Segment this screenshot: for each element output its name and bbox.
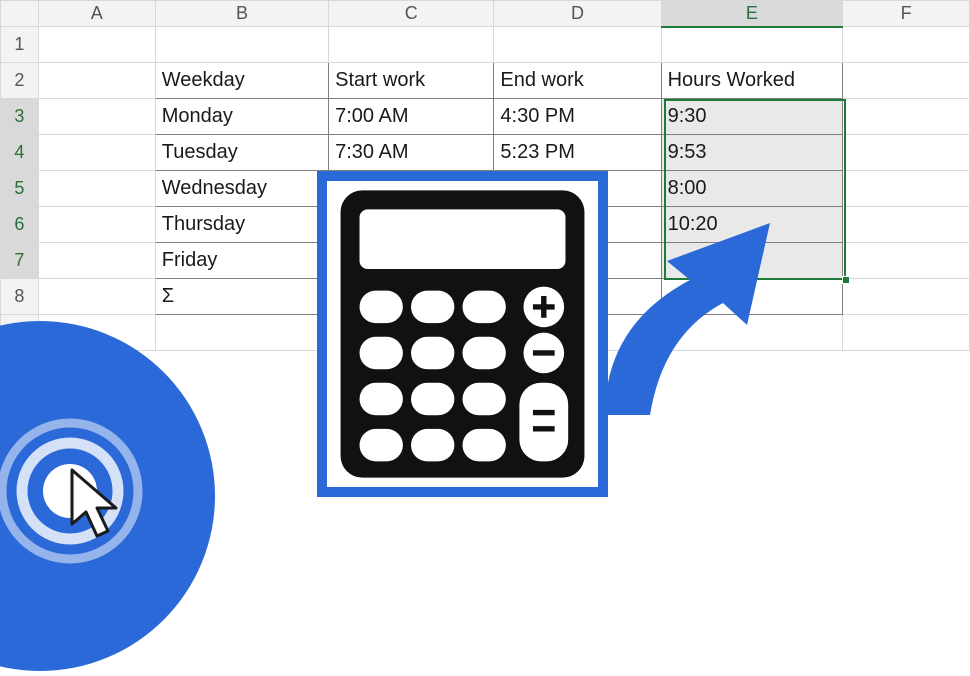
cell-b7[interactable]: Friday [155,243,328,279]
row-header-5[interactable]: 5 [1,171,39,207]
cell-e5[interactable]: 8:00 [661,171,843,207]
col-header-a[interactable]: A [38,1,155,27]
cell-b9[interactable] [155,315,328,351]
row-header-7[interactable]: 7 [1,243,39,279]
cell-f3[interactable] [843,99,970,135]
cell-e3[interactable]: 9:30 [661,99,843,135]
cell-e4[interactable]: 9:53 [661,135,843,171]
cell-b4[interactable]: Tuesday [155,135,328,171]
row-header-3[interactable]: 3 [1,99,39,135]
cell-b1[interactable] [155,27,328,63]
logo-circle [0,316,220,676]
col-header-e[interactable]: E [661,1,843,27]
row-header-8[interactable]: 8 [1,279,39,315]
cell-a6[interactable] [38,207,155,243]
cell-a8[interactable] [38,279,155,315]
cell-b5[interactable]: Wednesday [155,171,328,207]
row-header-9[interactable]: 9 [1,315,39,351]
cell-f9[interactable] [843,315,970,351]
cell-d1[interactable] [494,27,661,63]
cell-e8[interactable] [661,279,843,315]
col-header-d[interactable]: D [494,1,661,27]
cell-f5[interactable] [843,171,970,207]
cell-b8[interactable]: Σ [155,279,328,315]
cell-f4[interactable] [843,135,970,171]
cell-c4[interactable]: 7:30 AM [329,135,494,171]
select-all-corner[interactable] [1,1,39,27]
cell-a4[interactable] [38,135,155,171]
calculator-icon [317,171,608,497]
cell-b6[interactable]: Thursday [155,207,328,243]
col-header-c[interactable]: C [329,1,494,27]
selection-handle[interactable] [842,276,850,284]
cell-c3[interactable]: 7:00 AM [329,99,494,135]
row-header-6[interactable]: 6 [1,207,39,243]
cell-f2[interactable] [843,63,970,99]
cell-e6[interactable]: 10:20 [661,207,843,243]
cell-a1[interactable] [38,27,155,63]
cell-d4[interactable]: 5:23 PM [494,135,661,171]
cell-a5[interactable] [38,171,155,207]
col-header-b[interactable]: B [155,1,328,27]
cell-e1[interactable] [661,27,843,63]
cell-c1[interactable] [329,27,494,63]
cell-d2[interactable]: End work [494,63,661,99]
cell-e9[interactable] [661,315,843,351]
cursor-icon [64,466,138,546]
col-header-f[interactable]: F [843,1,970,27]
cell-e2[interactable]: Hours Worked [661,63,843,99]
row-header-4[interactable]: 4 [1,135,39,171]
row-header-2[interactable]: 2 [1,63,39,99]
cell-a7[interactable] [38,243,155,279]
cell-b2[interactable]: Weekday [155,63,328,99]
row-header-1[interactable]: 1 [1,27,39,63]
cell-f8[interactable] [843,279,970,315]
cell-a3[interactable] [38,99,155,135]
cell-d3[interactable]: 4:30 PM [494,99,661,135]
cell-f7[interactable] [843,243,970,279]
cell-f6[interactable] [843,207,970,243]
cell-e7[interactable] [661,243,843,279]
cell-b3[interactable]: Monday [155,99,328,135]
cell-a9[interactable] [38,315,155,351]
cell-f1[interactable] [843,27,970,63]
cell-a2[interactable] [38,63,155,99]
cell-c2[interactable]: Start work [329,63,494,99]
